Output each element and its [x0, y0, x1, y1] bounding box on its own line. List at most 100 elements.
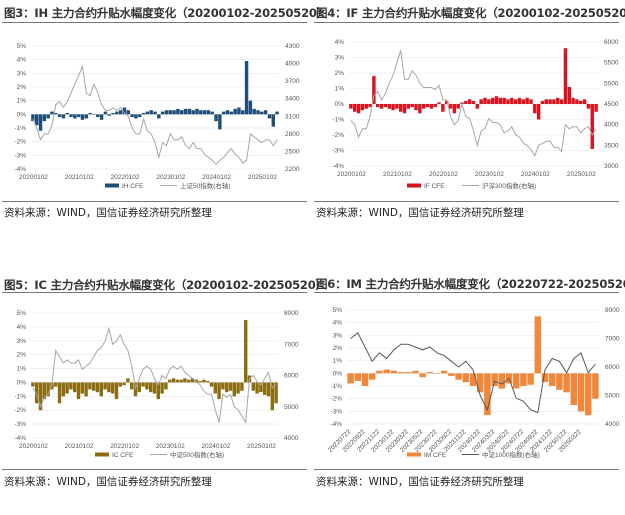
basis-bar: [448, 373, 455, 376]
y2-tick-label: 3000: [604, 163, 619, 170]
x-tick-label: 20200102: [19, 174, 48, 181]
basis-bar: [376, 104, 380, 108]
y2-tick-label: 2800: [285, 131, 300, 138]
chart-panel-im: 图6：IM 主力合约升贴水幅度变化（20220722-20250520） 5% 4…: [312, 265, 625, 515]
x-tick-label: 20200102: [337, 171, 366, 178]
basis-bar: [65, 112, 69, 115]
x-tick-label: 20210102: [65, 443, 94, 450]
basis-bar: [512, 373, 520, 389]
basis-bar: [433, 373, 441, 374]
basis-bar: [69, 382, 73, 390]
y2-tick-label: 4000: [284, 435, 299, 442]
basis-bar: [191, 110, 195, 115]
basis-bar: [122, 107, 127, 115]
y-tick-label: 4%: [335, 39, 345, 46]
basis-bar: [157, 114, 161, 119]
basis-bar: [410, 104, 414, 108]
basis-bar: [217, 382, 221, 400]
basis-bar: [467, 99, 472, 104]
basis-bar: [426, 372, 434, 374]
x-tick-label: 20240102: [521, 171, 550, 178]
y-tick-label: 2%: [333, 345, 343, 352]
basis-bar: [133, 382, 138, 397]
legend-label-bar: IM CFE: [424, 452, 447, 459]
basis-bar: [96, 114, 100, 118]
x-tick-label: 20210102: [383, 171, 412, 178]
y-tick-label: 0%: [17, 111, 27, 118]
basis-bar: [241, 110, 245, 115]
y2-tick-label: 5500: [604, 60, 619, 67]
y-tick-label: 3%: [335, 55, 345, 62]
legend-label-line: 上证50指数(右轴): [180, 181, 231, 190]
basis-bar: [145, 382, 149, 390]
basis-bar: [61, 114, 66, 119]
basis-bar: [356, 104, 361, 114]
basis-bar: [590, 104, 594, 149]
basis-bar: [149, 110, 153, 115]
basis-bar: [209, 382, 214, 387]
basis-bar: [433, 104, 437, 108]
basis-bar: [46, 382, 50, 397]
basis-bar: [46, 114, 50, 119]
basis-bar: [199, 110, 203, 115]
basis-bar: [592, 373, 599, 399]
basis-bar: [582, 99, 587, 104]
basis-bar: [540, 100, 545, 104]
basis-bar: [391, 104, 395, 111]
basis-bar: [452, 104, 457, 114]
basis-bar: [571, 97, 575, 104]
basis-bar: [563, 373, 570, 393]
basis-bar: [584, 373, 592, 416]
y2-tick-label: 5000: [605, 393, 620, 400]
basis-bar: [176, 108, 180, 115]
basis-bar: [469, 373, 477, 386]
basis-bar: [114, 382, 119, 400]
basis-bar: [406, 104, 411, 109]
y-tick-label: 2%: [17, 352, 27, 359]
basis-bar: [548, 373, 556, 386]
basis-bar: [88, 382, 92, 390]
basis-bar: [42, 382, 47, 400]
basis-bar: [440, 370, 448, 374]
basis-bar: [69, 114, 73, 118]
legend-swatch-bar: [95, 452, 109, 457]
basis-bar: [107, 114, 111, 116]
legend-label-line: 沪深300指数(右轴): [482, 181, 536, 190]
y-tick-label: 3%: [17, 70, 27, 77]
y-tick-label: -2%: [14, 139, 26, 146]
basis-bar: [126, 378, 130, 383]
basis-bar: [263, 110, 268, 115]
basis-bar: [210, 111, 214, 115]
basis-bar: [31, 382, 35, 387]
basis-bar: [126, 110, 131, 115]
basis-bar: [84, 382, 88, 397]
basis-bar: [376, 370, 383, 374]
basis-bar: [404, 372, 412, 374]
basis-bar: [544, 99, 549, 104]
basis-bar: [80, 114, 85, 120]
basis-bar: [111, 112, 115, 115]
basis-bar: [421, 104, 426, 109]
x-tick-label: 20250102: [248, 174, 277, 181]
basis-bar: [118, 110, 123, 115]
basis-bar: [214, 114, 218, 122]
basis-bar: [579, 100, 583, 104]
basis-bar: [260, 111, 264, 115]
source-note: 资料来源：WIND，国信证券经济研究所整理: [316, 207, 524, 219]
basis-bar: [398, 104, 403, 112]
basis-bar: [141, 112, 146, 115]
basis-bar: [80, 382, 85, 394]
index-line: [350, 332, 596, 414]
basis-bar: [594, 104, 598, 112]
y2-tick-label: 4500: [604, 101, 619, 108]
y-tick-label: 1%: [335, 86, 345, 93]
source-divider: [2, 469, 307, 470]
basis-bar: [383, 369, 390, 374]
legend-label-line: 中证1000指数(右轴): [482, 450, 540, 459]
basis-bar: [267, 114, 272, 119]
y-tick-label: -1%: [14, 125, 26, 132]
basis-bar: [65, 382, 69, 394]
basis-bar: [529, 99, 533, 104]
basis-bar: [237, 107, 241, 115]
x-tick-label: 20220102: [429, 171, 458, 178]
